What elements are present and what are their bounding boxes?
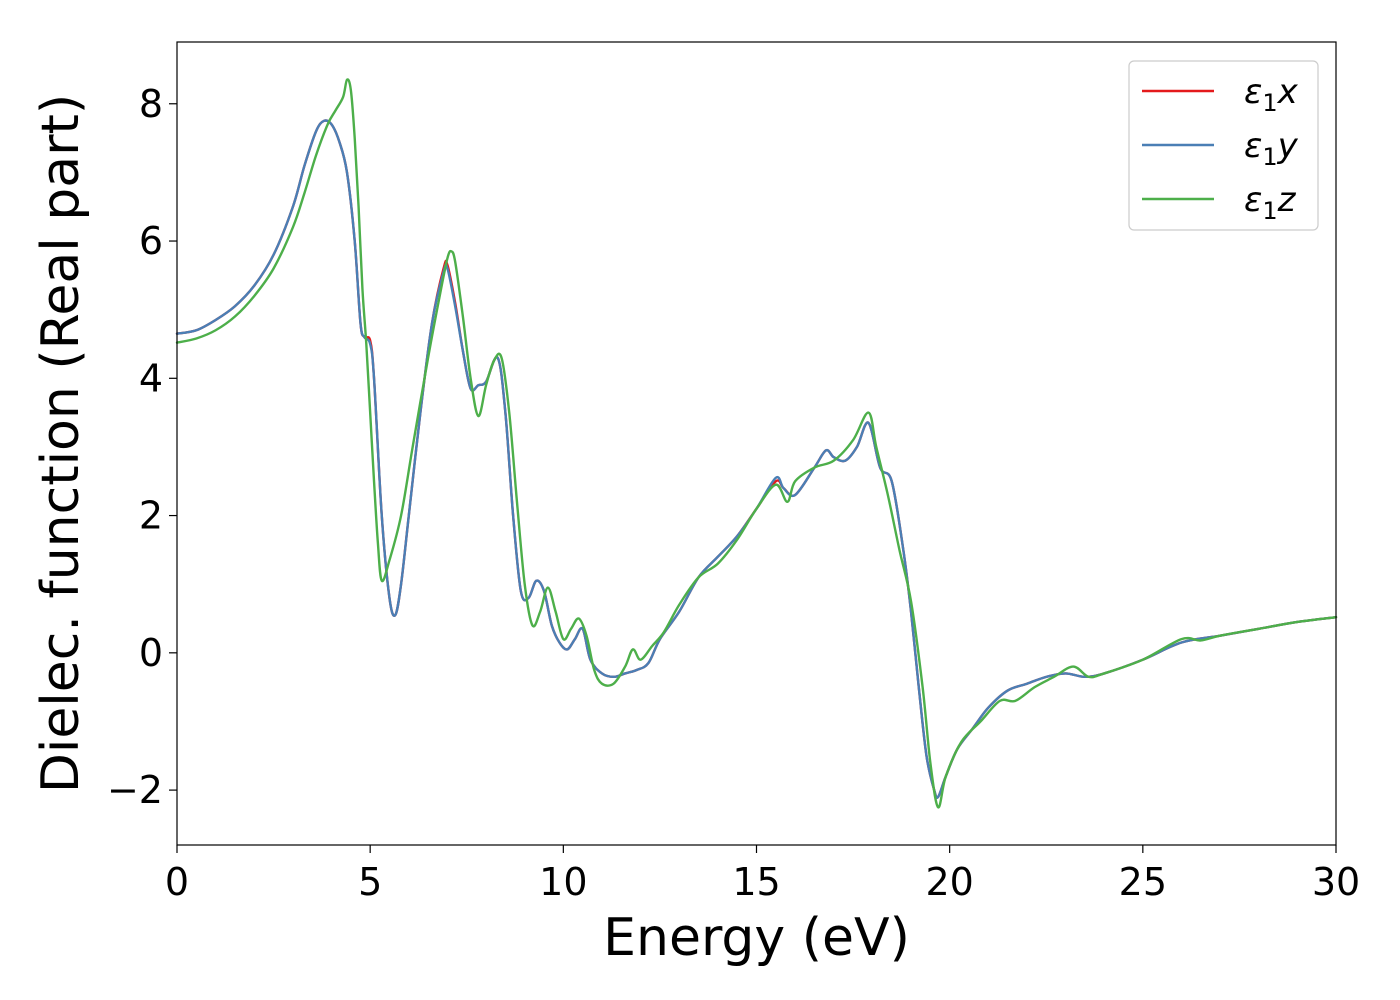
legend-entry-y: ε1y: [1142, 126, 1299, 171]
legend: ε1x ε1y ε1z: [1128, 60, 1319, 231]
y-axis-title: Dielec. function (Real part): [31, 94, 91, 793]
x-tick-label: 5: [358, 860, 382, 904]
x-axis-title: Energy (eV): [603, 908, 910, 968]
y-tick-label: −2: [107, 768, 163, 812]
legend-label: ε1z: [1244, 180, 1297, 225]
legend-label: ε1y: [1244, 126, 1299, 171]
y-tick-label: 2: [139, 494, 163, 538]
series-layer: [175, 78, 1338, 809]
ticks-layer: 0 5 10 15 20 25 30 −2 0 2 4 6 8: [107, 82, 1360, 904]
plot-frame: [176, 41, 1337, 846]
y-tick-label: 6: [139, 219, 163, 263]
x-tick-label: 10: [539, 860, 587, 904]
y-tick-label: 8: [139, 82, 163, 126]
y-tick-label: 0: [139, 631, 163, 675]
legend-box: [1128, 60, 1319, 231]
series-line-z: [175, 78, 1338, 809]
legend-label: ε1x: [1244, 72, 1299, 117]
x-tick-label: 25: [1119, 860, 1167, 904]
x-tick-label: 20: [925, 860, 973, 904]
y-tick-label: 4: [139, 356, 163, 400]
x-tick-label: 15: [732, 860, 780, 904]
legend-entry-x: ε1x: [1142, 72, 1299, 117]
legend-entry-z: ε1z: [1142, 180, 1297, 225]
x-tick-label: 0: [165, 860, 189, 904]
x-tick-label: 30: [1312, 860, 1360, 904]
